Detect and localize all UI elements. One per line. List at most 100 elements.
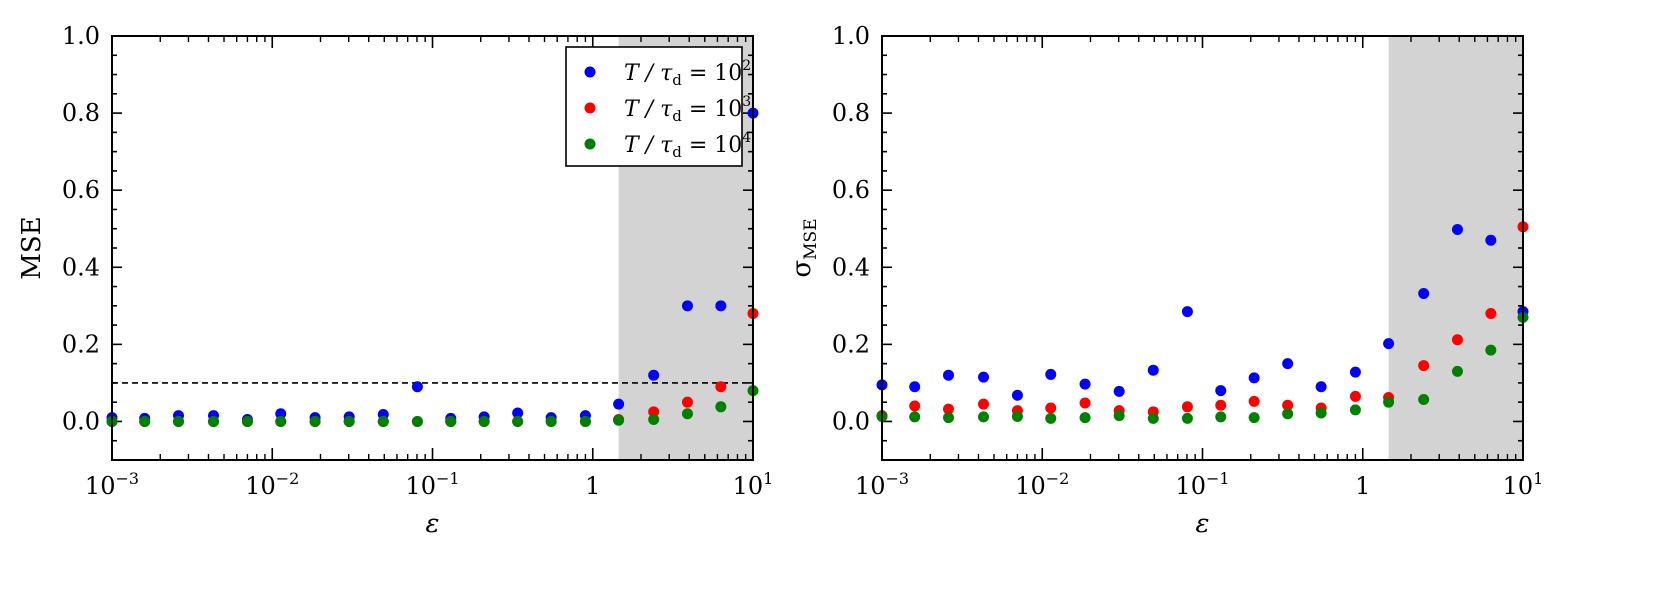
y-tick-label: 0.6 <box>62 176 100 204</box>
data-point <box>411 415 423 427</box>
data-point <box>241 415 253 427</box>
data-point <box>1315 381 1327 393</box>
data-point <box>1248 412 1260 424</box>
data-point <box>613 414 625 426</box>
data-point <box>1485 234 1497 246</box>
data-point <box>1011 389 1023 401</box>
data-point <box>648 406 660 418</box>
y-tick-label: 0.0 <box>832 407 870 435</box>
data-point <box>1181 401 1193 413</box>
y-tick-label: 0.8 <box>62 99 100 127</box>
y-axis-label-sub: MSE <box>801 218 821 259</box>
legend-label: T / τd = 102 <box>624 58 751 89</box>
x-tick-label: 10−3 <box>855 469 909 500</box>
data-point <box>681 300 693 312</box>
data-point <box>1349 404 1361 416</box>
y-tick-label: 0.4 <box>832 253 870 281</box>
data-point <box>1113 410 1125 422</box>
data-point <box>1181 306 1193 318</box>
data-point <box>1181 412 1193 424</box>
data-point <box>1045 368 1057 380</box>
legend-label: T / τd = 104 <box>624 130 751 161</box>
data-point <box>681 396 693 408</box>
data-point <box>172 415 184 427</box>
data-point <box>411 381 423 393</box>
data-point <box>1215 399 1227 411</box>
x-tick-label: 1 <box>585 472 600 500</box>
data-point <box>1485 344 1497 356</box>
data-point <box>1045 402 1057 414</box>
x-tick-label: 10−1 <box>405 469 459 500</box>
data-point <box>139 415 151 427</box>
y-tick-label: 0.8 <box>832 99 870 127</box>
data-point <box>1215 385 1227 397</box>
y-tick-label: 1.0 <box>62 22 100 50</box>
x-tick-label: 10−2 <box>1015 469 1069 500</box>
data-point <box>613 398 625 410</box>
data-point <box>1079 397 1091 409</box>
plot-frame <box>881 35 1524 461</box>
data-point <box>1349 390 1361 402</box>
data-point <box>445 415 457 427</box>
data-point <box>545 415 557 427</box>
data-point <box>681 408 693 420</box>
y-axis-label-main: σ <box>787 260 817 278</box>
data-point <box>1248 372 1260 384</box>
x-tick-label: 10−1 <box>1175 469 1229 500</box>
data-point <box>909 400 921 412</box>
x-tick-label: 10−3 <box>85 469 139 500</box>
data-point <box>1418 393 1430 405</box>
data-point <box>909 411 921 423</box>
data-point <box>478 415 490 427</box>
data-point <box>275 408 287 420</box>
y-tick-label: 0.6 <box>832 176 870 204</box>
data-point <box>648 414 660 426</box>
x-tick-label: 1 <box>1355 472 1370 500</box>
data-point <box>343 415 355 427</box>
y-tick-label: 0.0 <box>62 407 100 435</box>
data-point <box>1451 365 1463 377</box>
data-point <box>1282 408 1294 420</box>
data-point <box>909 381 921 393</box>
y-tick-label: 1.0 <box>832 22 870 50</box>
data-point <box>1485 308 1497 320</box>
x-axis-label: ε <box>426 509 440 539</box>
data-point <box>512 407 524 419</box>
data-point <box>1315 407 1327 419</box>
data-point <box>1215 411 1227 423</box>
x-axis-label: ε <box>1196 509 1210 539</box>
data-point <box>1248 395 1260 407</box>
data-point <box>377 415 389 427</box>
data-point <box>942 412 954 424</box>
data-point <box>309 415 321 427</box>
left-panel: 0.0 0.2 0.4 0.6 0.8 1.0 10−3 10−2 10−1 1 101 ε MSE… <box>17 22 773 539</box>
data-points <box>106 107 759 427</box>
data-point <box>1011 410 1023 422</box>
y-tick-label: 0.2 <box>62 330 100 358</box>
data-point <box>1349 366 1361 378</box>
data-point <box>1451 334 1463 346</box>
legend-label: T / τd = 103 <box>624 94 751 125</box>
legend-marker <box>584 66 596 78</box>
x-tick-label: 101 <box>1503 469 1544 500</box>
y-tick-label: 0.4 <box>62 253 100 281</box>
shaded-region <box>1388 36 1523 460</box>
data-point <box>1418 360 1430 372</box>
data-point <box>942 403 954 415</box>
legend-marker <box>584 102 596 114</box>
y-axis-label: MSE <box>17 216 47 279</box>
data-point <box>1045 412 1057 424</box>
legend-marker <box>584 138 596 150</box>
y-axis-label: σMSE <box>787 218 821 277</box>
tick-labels: 0.0 0.2 0.4 0.6 0.8 1.0 10−3 10−2 10−1 1 101 <box>832 22 1544 500</box>
data-point <box>1282 358 1294 370</box>
data-point <box>579 415 591 427</box>
data-point <box>1147 364 1159 376</box>
data-point <box>1418 287 1430 299</box>
tick-labels: 0.0 0.2 0.4 0.6 0.8 1.0 10−3 10−2 10−1 1 101 <box>62 22 774 500</box>
data-point <box>1113 385 1125 397</box>
data-point <box>1451 223 1463 235</box>
data-point <box>1079 378 1091 390</box>
data-point <box>208 415 220 427</box>
